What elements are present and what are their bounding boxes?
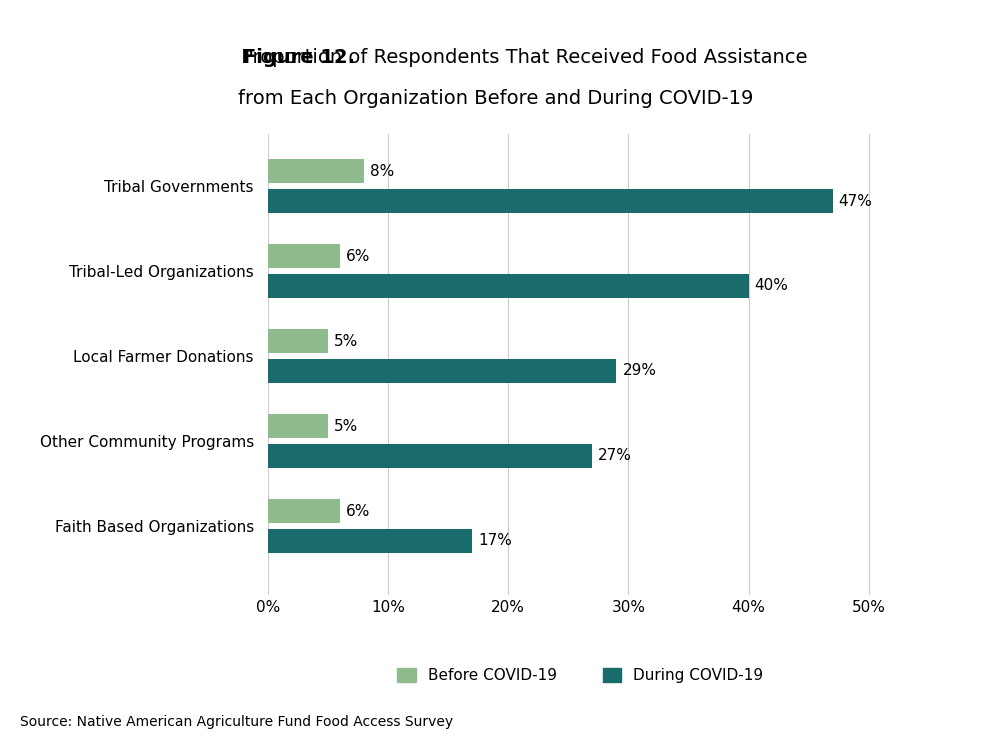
Bar xyxy=(268,529,472,553)
Text: 40%: 40% xyxy=(755,278,789,293)
Text: 29%: 29% xyxy=(622,363,657,379)
Text: 5%: 5% xyxy=(334,419,358,434)
Text: 47%: 47% xyxy=(838,193,873,208)
Text: 8%: 8% xyxy=(370,164,394,179)
Legend: Before COVID-19, During COVID-19: Before COVID-19, During COVID-19 xyxy=(391,661,770,689)
Bar xyxy=(268,499,340,523)
Text: 6%: 6% xyxy=(346,248,370,264)
Text: Source: Native American Agriculture Fund Food Access Survey: Source: Native American Agriculture Fund… xyxy=(20,715,453,729)
Bar xyxy=(268,330,328,353)
Bar xyxy=(268,414,328,438)
Bar xyxy=(268,189,832,213)
Bar xyxy=(268,159,364,183)
Text: Proportion of Respondents That Received Food Assistance: Proportion of Respondents That Received … xyxy=(185,48,807,68)
Bar xyxy=(268,359,616,383)
Bar xyxy=(268,444,592,468)
Text: 27%: 27% xyxy=(598,449,632,464)
Text: from Each Organization Before and During COVID-19: from Each Organization Before and During… xyxy=(238,89,754,109)
Text: Figure 12.: Figure 12. xyxy=(243,48,355,68)
Bar xyxy=(268,244,340,268)
Text: 5%: 5% xyxy=(334,334,358,349)
Bar xyxy=(268,274,749,298)
Text: 17%: 17% xyxy=(478,533,512,548)
Text: 6%: 6% xyxy=(346,504,370,519)
